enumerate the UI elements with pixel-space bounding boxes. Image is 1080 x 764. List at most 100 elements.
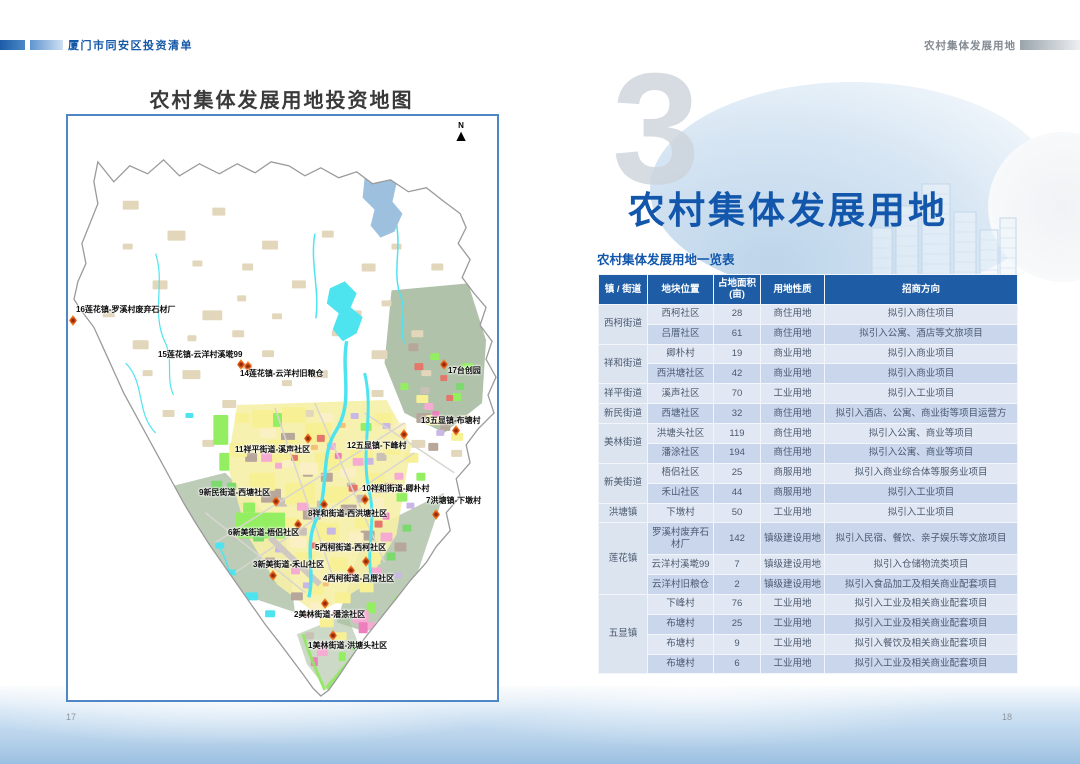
map-marker-15-label: 15莲花镇-云洋村溪墘99 bbox=[158, 350, 243, 359]
landuse-patch bbox=[219, 452, 230, 471]
landuse-patch bbox=[122, 200, 139, 210]
cell-direction: 拟引入公寓、酒店等文旅项目 bbox=[824, 323, 1018, 345]
cell-landtype: 工业用地 bbox=[760, 593, 825, 615]
col-header-direction: 招商方向 bbox=[824, 274, 1018, 305]
landuse-patch bbox=[451, 432, 464, 441]
landuse-patch bbox=[302, 612, 309, 618]
map-marker-10-label: 10祥和街道-卿朴村 bbox=[362, 484, 430, 493]
cell-direction: 拟引入食品加工及相关商业配套项目 bbox=[824, 574, 1018, 595]
cell-direction: 拟引入商业综合体等服务业项目 bbox=[824, 462, 1018, 484]
landuse-patch bbox=[215, 542, 225, 549]
landuse-patch bbox=[440, 375, 448, 382]
landuse-patch bbox=[386, 552, 396, 561]
cell-direction: 拟引入酒店、公寓、商业街等项目运营方 bbox=[824, 403, 1018, 425]
cell-town: 美林街道 bbox=[598, 423, 648, 464]
map-marker-12-label: 12五显镇-下峰村 bbox=[347, 441, 407, 450]
map-marker-14-label: 14莲花镇-云洋村旧粮仓 bbox=[240, 369, 324, 378]
landuse-patch bbox=[282, 380, 292, 387]
landuse-patch bbox=[391, 243, 402, 250]
cell-location: 西塘社区 bbox=[647, 403, 714, 425]
landuse-patch bbox=[213, 414, 229, 445]
landuse-patch bbox=[296, 502, 308, 511]
table-row: 五显镇 下峰村 76 工业用地 拟引入工业及相关商业配套项目 bbox=[598, 593, 1018, 675]
map-marker-1-diamond-icon bbox=[329, 630, 337, 641]
landuse-patch bbox=[369, 497, 384, 508]
landuse-patch bbox=[350, 412, 359, 419]
landuse-patch bbox=[162, 409, 175, 417]
cell-direction: 拟引入商业项目 bbox=[824, 363, 1018, 385]
land-parcel-table: 镇 / 街道 地块位置 占地面积 (亩) 用地性质 招商方向 西柯街道 西柯社区… bbox=[598, 274, 1018, 675]
landuse-patch bbox=[102, 310, 115, 318]
landuse-patch bbox=[416, 395, 429, 404]
cell-area: 70 bbox=[713, 383, 761, 405]
cell-location: 西洪塘社区 bbox=[647, 363, 714, 385]
table-row: 新民街道 西塘社区 32 商住用地 拟引入酒店、公寓、商业街等项目运营方 bbox=[598, 403, 1018, 425]
cell-area: 7 bbox=[713, 554, 761, 576]
cell-landtype: 商住用地 bbox=[760, 423, 825, 444]
landuse-patch bbox=[376, 452, 387, 461]
cell-location: 布塘村 bbox=[647, 633, 714, 655]
cell-town: 祥平街道 bbox=[598, 383, 648, 405]
landuse-patch bbox=[232, 330, 245, 338]
table-row: 洪塘镇 下墩村 50 工业用地 拟引入工业项目 bbox=[598, 502, 1018, 524]
cell-landtype: 商住用地 bbox=[760, 323, 825, 345]
north-arrow-icon: ▲ bbox=[453, 128, 469, 145]
landuse-patch bbox=[187, 335, 197, 342]
landuse-patch bbox=[211, 480, 223, 494]
cell-location: 云洋村溪墘99 bbox=[647, 554, 714, 576]
cell-landtype: 商业用地 bbox=[760, 363, 825, 385]
landuse-patch bbox=[371, 350, 388, 360]
landuse-patch bbox=[235, 512, 285, 539]
landuse-patch bbox=[446, 395, 454, 402]
map-marker-11-diamond-icon bbox=[304, 433, 312, 444]
landuse-patch bbox=[304, 632, 314, 640]
cell-direction: 拟引入商业项目 bbox=[824, 343, 1018, 365]
cell-town: 五显镇 bbox=[598, 593, 648, 675]
section-title: 农村集体发展用地 bbox=[628, 190, 948, 231]
landuse-patch bbox=[182, 370, 201, 380]
landuse-patch bbox=[245, 452, 258, 462]
cell-location: 潘涂社区 bbox=[647, 442, 714, 464]
landuse-patch bbox=[311, 370, 328, 379]
map-marker-12-diamond-icon bbox=[400, 429, 408, 440]
landuse-patch bbox=[350, 642, 358, 651]
landuse-patch bbox=[396, 492, 408, 502]
cell-area: 194 bbox=[713, 442, 761, 464]
landuse-patch bbox=[222, 400, 237, 408]
landuse-patch bbox=[384, 442, 401, 455]
landuse-patch bbox=[253, 532, 265, 542]
map-marker-7-label: 7洪塘镇-下墩村 bbox=[426, 496, 482, 505]
map-marker-17-diamond-icon bbox=[440, 359, 448, 370]
landuse-patch bbox=[321, 230, 334, 238]
landuse-patch bbox=[272, 313, 283, 320]
landuse-patch bbox=[105, 442, 116, 449]
landuse-patch bbox=[440, 422, 451, 431]
landuse-patch bbox=[142, 370, 153, 377]
cell-location: 西柯社区 bbox=[647, 303, 714, 325]
col-header-area: 占地面积 (亩) bbox=[713, 274, 761, 305]
table-row: 布塘村 25 工业用地 拟引入工业及相关商业配套项目 bbox=[599, 613, 1018, 635]
landuse-patch bbox=[406, 502, 415, 509]
cell-landtype: 商住用地 bbox=[760, 403, 825, 425]
cell-area: 61 bbox=[713, 323, 761, 345]
landuse-map-graphic bbox=[73, 158, 497, 697]
cell-landtype: 工业用地 bbox=[760, 613, 825, 635]
table-row: 云洋村溪墘99 7 镇级建设用地 拟引入仓储物流类项目 bbox=[599, 554, 1018, 576]
landuse-patch bbox=[400, 383, 409, 391]
landuse-patch bbox=[416, 472, 426, 481]
cell-location: 洪塘头社区 bbox=[647, 423, 714, 444]
landuse-patch bbox=[319, 617, 334, 628]
city-skyline-illustration bbox=[871, 183, 1017, 284]
col-header-landtype: 用地性质 bbox=[760, 274, 825, 305]
map-marker-4-label: 4西柯街道-吕厝社区 bbox=[323, 574, 395, 583]
landuse-patch bbox=[382, 512, 390, 520]
map-marker-4-diamond-icon bbox=[347, 565, 355, 576]
landuse-patch bbox=[185, 412, 194, 418]
landuse-patch bbox=[282, 407, 306, 423]
north-arrow: N ▲ bbox=[450, 122, 472, 145]
cell-location: 禾山社区 bbox=[647, 482, 714, 504]
landuse-patch bbox=[352, 610, 369, 624]
map-marker-13-label: 13五显镇-布塘村 bbox=[421, 416, 481, 425]
map-marker-14-diamond-icon bbox=[244, 361, 252, 372]
